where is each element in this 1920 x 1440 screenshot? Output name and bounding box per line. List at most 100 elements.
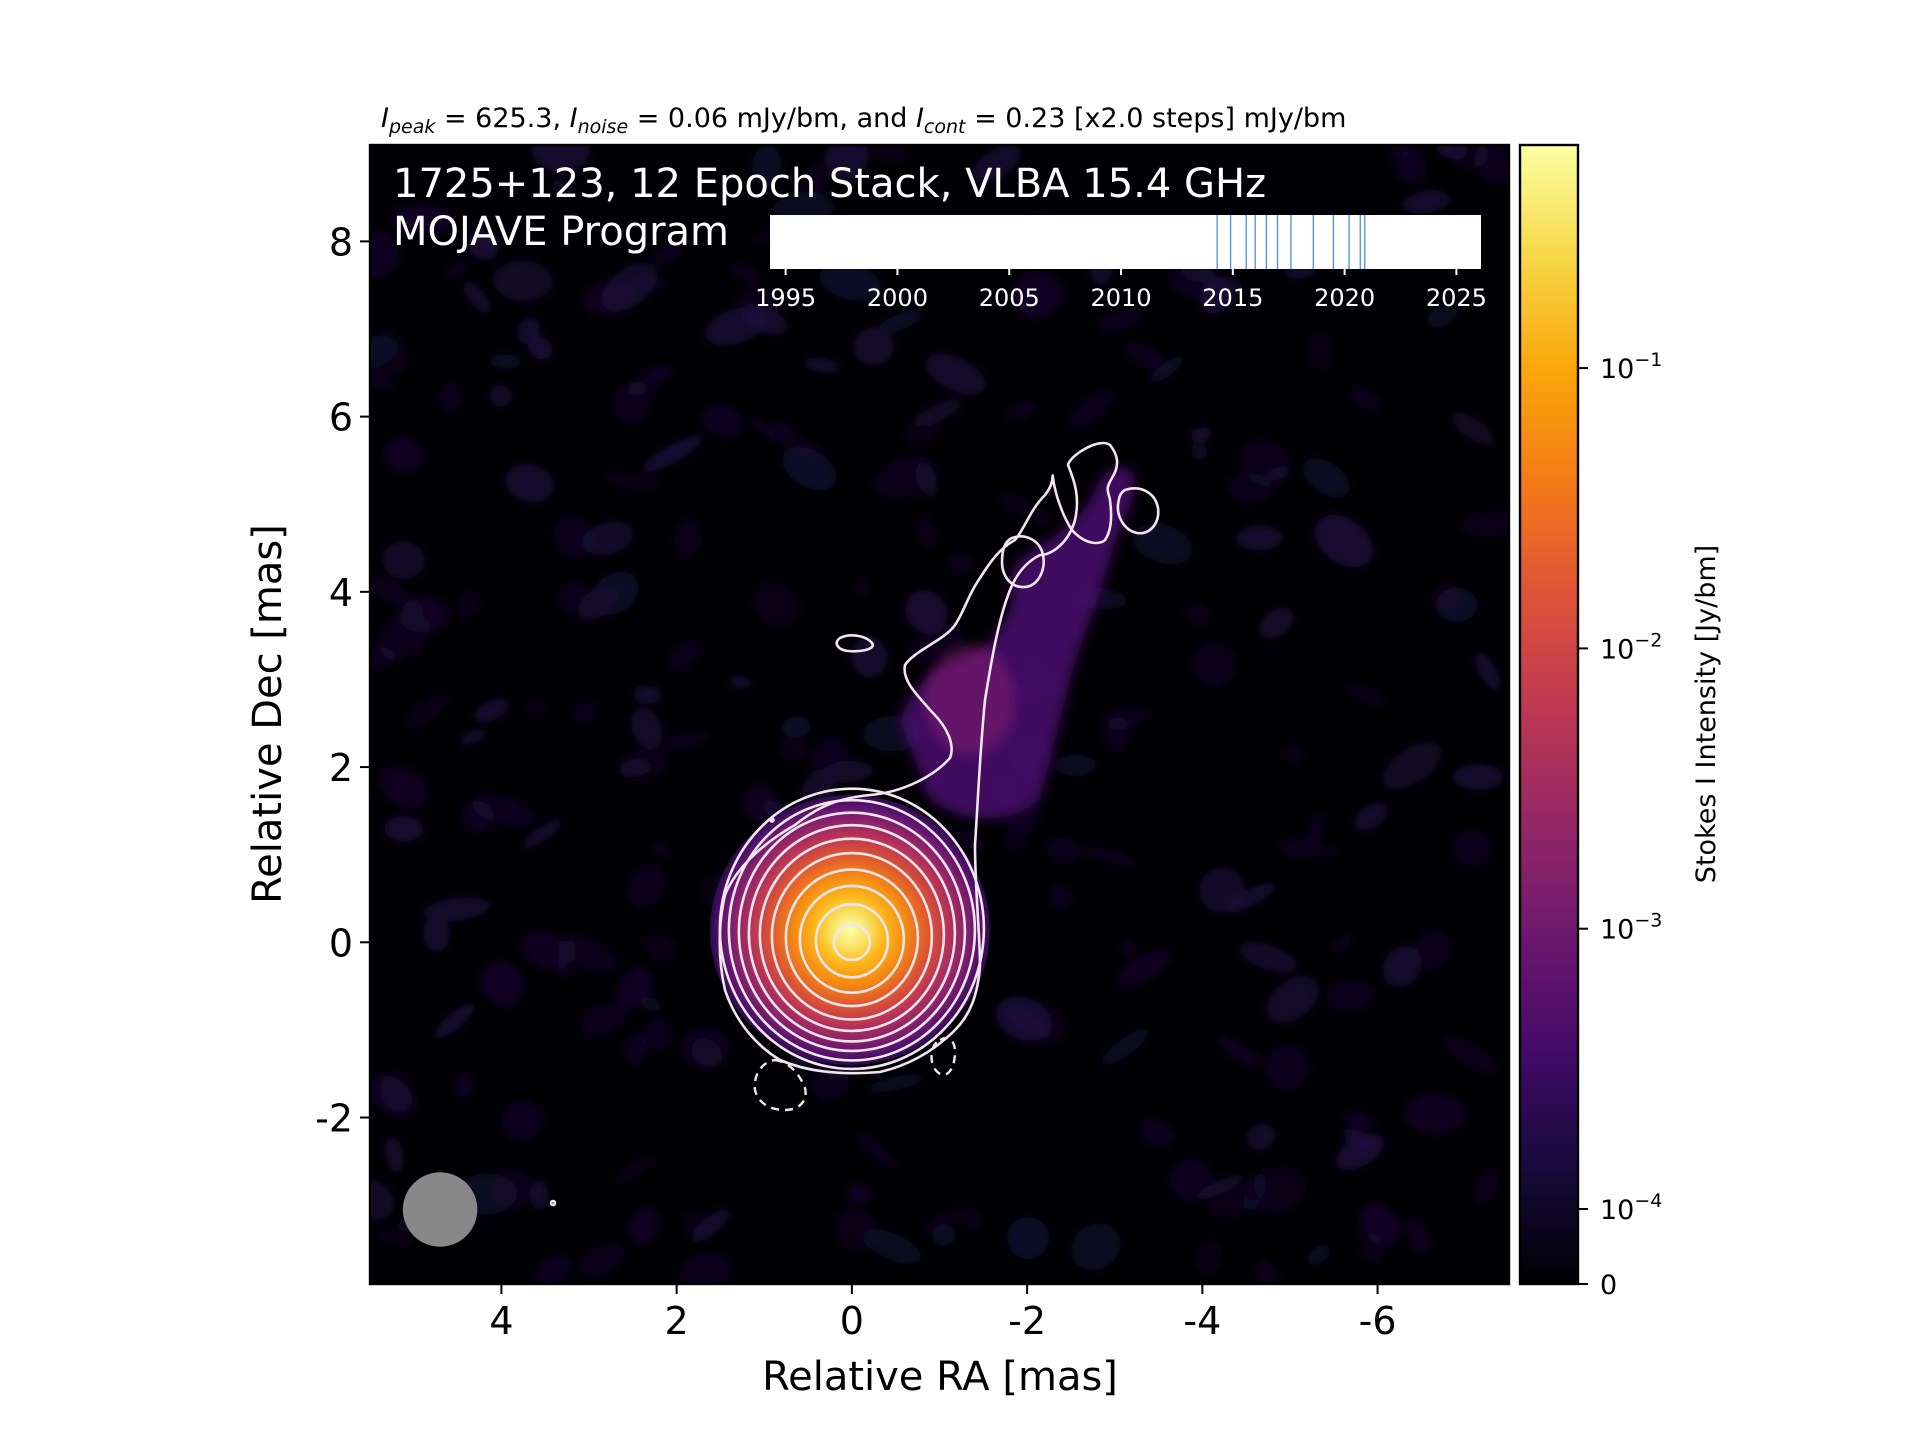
- noise-blob: [824, 145, 870, 180]
- noise-blob: [1101, 706, 1150, 730]
- noise-blob: [781, 715, 811, 738]
- noise-blob: [370, 362, 395, 392]
- noise-blob: [604, 472, 661, 492]
- noise-blob: [752, 581, 800, 628]
- noise-blob: [1264, 1044, 1311, 1091]
- noise-blob: [1211, 276, 1243, 309]
- y-tick-label: 0: [329, 921, 353, 965]
- noise-blob: [833, 1207, 880, 1252]
- y-axis-ticks: 8 6 4 2 0 -2: [315, 220, 370, 1141]
- noise-blob: [1236, 525, 1283, 551]
- noise-blob: [1349, 387, 1381, 412]
- image-panel: 1725+123, 12 Epoch Stack, VLBA 15.4 GHz …: [368, 143, 1511, 1286]
- noise-blob: [370, 574, 423, 613]
- noise-blob: [1192, 642, 1237, 687]
- noise-blob: [1101, 1028, 1149, 1066]
- noise-blob: [579, 1242, 625, 1278]
- noise-blob: [913, 515, 940, 550]
- epoch-tick-label: 1995: [755, 284, 816, 312]
- noise-blob: [877, 310, 923, 334]
- noise-blob: [946, 552, 974, 574]
- noise-blob: [652, 240, 685, 267]
- noise-blob: [1255, 1260, 1279, 1284]
- noise-blob: [1196, 1175, 1244, 1200]
- noise-blob: [919, 1208, 963, 1235]
- epoch-ticks: 1995 2000 2005 2010 2015 2020 2025: [755, 269, 1487, 312]
- noise-blob: [553, 515, 593, 559]
- noise-blob: [1253, 1166, 1307, 1207]
- colorbar-gradient: [1518, 143, 1580, 1286]
- noise-blob: [1054, 754, 1097, 777]
- x-tick-label: -2: [1008, 1299, 1046, 1343]
- plot-frame: [368, 143, 1511, 1286]
- noise-blob: [1404, 1093, 1467, 1135]
- noise-blob: [960, 1207, 983, 1232]
- noise-blob: [370, 1074, 415, 1117]
- y-tick-label: -2: [315, 1097, 353, 1141]
- noise-blob: [384, 436, 424, 473]
- colorbar-tick-label: 0: [1600, 1270, 1617, 1301]
- noise-blob: [1331, 934, 1352, 953]
- noise-blob: [457, 590, 480, 619]
- x-tick-label: -4: [1183, 1299, 1221, 1343]
- noise-blob: [853, 327, 895, 366]
- noise-blob: [1132, 522, 1193, 565]
- noise-blob: [505, 464, 555, 503]
- noise-blob: [729, 675, 752, 689]
- contour-lobe: [1116, 487, 1160, 535]
- epoch-tick-label: 2015: [1202, 284, 1263, 312]
- noise-blob: [1199, 867, 1246, 913]
- x-tick-label: 4: [489, 1299, 513, 1343]
- noise-blob: [681, 1027, 730, 1069]
- y-tick-label: 8: [329, 220, 353, 264]
- noise-blob: [1225, 472, 1273, 503]
- noise-blob: [665, 639, 702, 672]
- noise-blob: [580, 1002, 628, 1037]
- noise-blob: [1266, 975, 1320, 1024]
- x-axis-ticks: 4 2 0 -2 -4 -6: [489, 1284, 1397, 1343]
- noise-blob: [1119, 939, 1137, 956]
- noise-blob: [1335, 1133, 1385, 1170]
- noise-blob: [1071, 1222, 1121, 1271]
- noise-blob: [1358, 1232, 1385, 1264]
- noise-blob: [1246, 1123, 1276, 1151]
- noise-blob: [642, 435, 703, 472]
- noise-blob: [623, 1032, 649, 1066]
- core-contours: [718, 787, 986, 1071]
- contour-core-level: [798, 884, 906, 994]
- contour-lines: [549, 441, 1160, 1207]
- noise-blob: [557, 939, 576, 980]
- epoch-timeline: 1995 2000 2005 2010 2015 2020 2025: [755, 215, 1487, 312]
- noise-blob: [488, 354, 522, 369]
- noise-blob: [633, 685, 651, 704]
- noise-blob: [641, 1018, 672, 1052]
- colorbar-tick-label: 10−1: [1600, 349, 1662, 385]
- noise-blob: [626, 865, 666, 909]
- contour-core-level: [814, 903, 890, 979]
- contour-negative-2: [930, 1036, 957, 1077]
- contour-core-level: [832, 923, 872, 962]
- noise-blob: [491, 1168, 534, 1209]
- x-tick-label: -6: [1359, 1299, 1397, 1343]
- noise-blob: [1116, 947, 1173, 988]
- noise-blob: [463, 281, 491, 314]
- noise-blob: [1279, 845, 1343, 859]
- noise-blob: [370, 230, 401, 279]
- noise-blob: [904, 414, 940, 447]
- noise-blob: [1267, 466, 1290, 481]
- noise-blob: [1382, 742, 1442, 790]
- noise-blob: [853, 578, 872, 597]
- noise-blob: [915, 462, 938, 497]
- colorbar-label: Stokes I Intensity [Jy/bm]: [1691, 545, 1722, 883]
- epoch-tick-label: 2010: [1090, 284, 1151, 312]
- noise-blob: [1010, 271, 1064, 319]
- noise-blob: [1045, 837, 1082, 864]
- noise-blob: [819, 263, 881, 301]
- noise-blob: [1195, 1240, 1222, 1276]
- noise-blob: [673, 518, 702, 558]
- noise-blob: [743, 784, 780, 826]
- noise-blob: [1314, 514, 1374, 568]
- noise-blob: [1426, 306, 1458, 328]
- epoch-tick-label: 2025: [1426, 284, 1487, 312]
- noise-blob: [640, 997, 662, 1012]
